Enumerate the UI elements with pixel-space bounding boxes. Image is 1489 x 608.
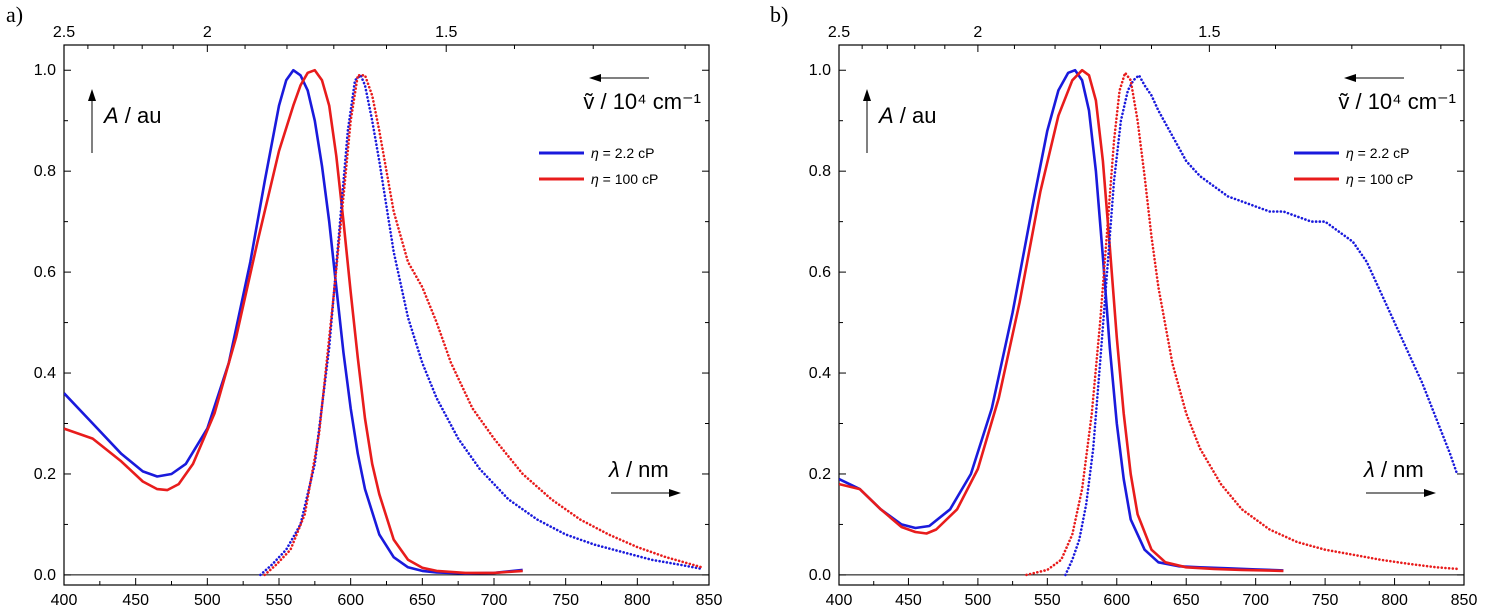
top-tick-label: 1.5 (1198, 24, 1220, 41)
legend-label: = 2.2 cP (1354, 145, 1410, 161)
legend-label: = 100 cP (1354, 171, 1414, 187)
y-tick-label: 1.0 (809, 62, 831, 79)
x-arrow-head (669, 489, 681, 497)
y-arrow-head (863, 89, 871, 101)
y-axis-unit: / au (894, 103, 937, 128)
x-axis-unit: / nm (620, 457, 669, 482)
x-tick-label: 550 (1034, 592, 1061, 608)
x-tick-label: 800 (1381, 592, 1408, 608)
y-tick-label: 0.6 (809, 264, 831, 281)
series-group (839, 68, 1459, 577)
top-tick-label: 2 (203, 24, 212, 41)
x-tick-label: 400 (826, 592, 853, 608)
series-line-emission-3 (259, 74, 704, 577)
x-axis-title: λ / nm (1363, 457, 1424, 482)
x-tick-label: 450 (122, 592, 149, 608)
legend-symbol: η (1346, 145, 1354, 161)
series-line-absorption-2 (839, 68, 1284, 573)
series-line-emission-4 (1025, 71, 1459, 577)
x-tick-label: 600 (337, 592, 364, 608)
panel-label: b) (770, 2, 788, 27)
chart-panel-2: b) 400 450 500 550 600 650 700 750 800 850 0.0 0.2 0.… (770, 2, 1477, 608)
y-tick-label: 0.6 (34, 264, 56, 281)
top-arrow-head (589, 74, 601, 82)
legend-entry: η = 100 cP (1346, 171, 1413, 187)
series-line-absorption-2 (64, 68, 523, 575)
y-tick-label: 0.0 (34, 567, 56, 584)
x-tick-label: 750 (552, 592, 579, 608)
y-axis-symbol: A (102, 103, 119, 128)
panel-label: a) (6, 2, 23, 27)
x-tick-label: 600 (1103, 592, 1130, 608)
y-tick-label: 0.4 (809, 365, 831, 382)
legend-symbol: η (1346, 171, 1354, 187)
y-tick-label: 0.2 (809, 466, 831, 483)
legend-label: = 2.2 cP (599, 145, 655, 161)
top-tick-label: 2.5 (53, 24, 75, 41)
y-tick-label: 0.2 (34, 466, 56, 483)
x-tick-label: 400 (51, 592, 78, 608)
top-tick-label: 2.5 (828, 24, 850, 41)
y-axis-unit: / au (119, 103, 162, 128)
y-tick-label: 0.0 (809, 567, 831, 584)
x-tick-label: 550 (266, 592, 293, 608)
series-line-absorption-1 (64, 68, 523, 575)
y-tick-label: 0.8 (34, 163, 56, 180)
x-axis-symbol: λ (608, 457, 620, 482)
series-line-absorption-1 (839, 68, 1284, 572)
legend-label: = 100 cP (599, 171, 659, 187)
x-tick-label: 650 (1173, 592, 1200, 608)
y-axis-symbol: A (877, 103, 894, 128)
chart-panel-1: a) 400 450 500 550 600 650 700 750 800 850 0.0 0.2 0.… (6, 2, 722, 608)
top-tick-label: 1.5 (435, 24, 457, 41)
top-axis-title: ṽ / 10⁴ cm⁻¹ (1338, 89, 1456, 114)
x-tick-label: 450 (895, 592, 922, 608)
x-tick-label: 700 (481, 592, 508, 608)
series-line-emission-3 (1064, 74, 1459, 577)
x-axis-title: λ / nm (608, 457, 669, 482)
top-tick-label: 2 (973, 24, 982, 41)
x-tick-label: 700 (1242, 592, 1269, 608)
y-tick-label: 0.8 (809, 163, 831, 180)
series-group (64, 68, 704, 577)
y-axis-title: A / au (877, 103, 937, 128)
legend-entry: η = 2.2 cP (1346, 145, 1409, 161)
legend-entry: η = 100 cP (591, 171, 658, 187)
y-tick-label: 1.0 (34, 62, 56, 79)
top-axis-title: ṽ / 10⁴ cm⁻¹ (583, 89, 701, 114)
x-arrow-head (1424, 489, 1436, 497)
y-axis-title: A / au (102, 103, 162, 128)
x-axis-unit: / nm (1375, 457, 1424, 482)
top-arrow-head (1344, 74, 1356, 82)
x-tick-label: 800 (624, 592, 651, 608)
legend-symbol: η (591, 145, 599, 161)
x-tick-label: 500 (194, 592, 221, 608)
x-tick-label: 850 (696, 592, 723, 608)
x-tick-label: 750 (1312, 592, 1339, 608)
x-tick-label: 650 (409, 592, 436, 608)
legend-entry: η = 2.2 cP (591, 145, 654, 161)
series-line-emission-4 (263, 74, 704, 577)
x-tick-label: 850 (1451, 592, 1478, 608)
y-tick-label: 0.4 (34, 365, 56, 382)
x-axis-symbol: λ (1363, 457, 1375, 482)
legend-symbol: η (591, 171, 599, 187)
y-arrow-head (88, 89, 96, 101)
x-tick-label: 500 (965, 592, 992, 608)
